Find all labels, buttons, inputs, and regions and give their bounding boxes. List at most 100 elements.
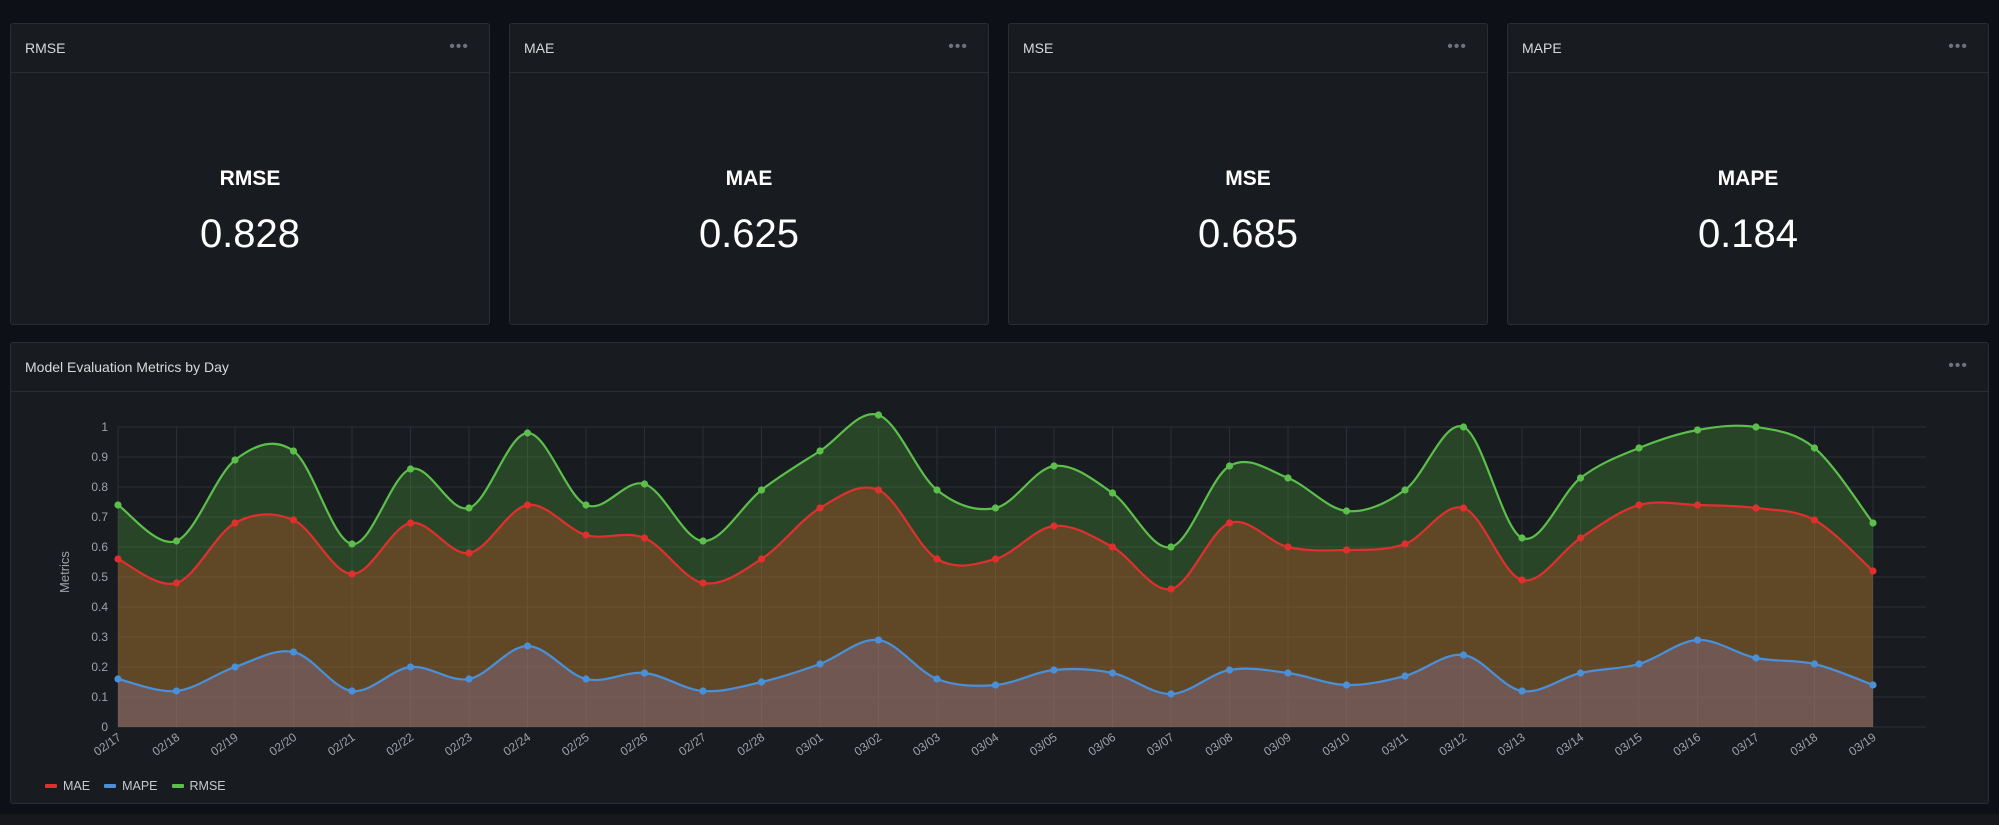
- y-tick-label: 0: [101, 720, 108, 734]
- y-tick-label: 0.4: [91, 600, 108, 614]
- legend-swatch: [171, 784, 184, 788]
- stat-panel-mae: MAE ••• MAE 0.625: [509, 23, 989, 325]
- data-point-mae: [1693, 501, 1702, 509]
- legend-item-mae[interactable]: MAE: [45, 779, 90, 793]
- data-point-rmse: [1810, 444, 1819, 452]
- x-tick-label: 03/01: [793, 730, 826, 759]
- data-point-mape: [991, 681, 1000, 689]
- data-point-rmse: [1693, 426, 1702, 434]
- data-point-rmse: [1050, 462, 1058, 470]
- x-tick-label: 02/17: [91, 730, 124, 759]
- legend-swatch: [45, 784, 57, 788]
- data-point-rmse: [1576, 474, 1585, 482]
- data-point-rmse: [816, 447, 824, 455]
- legend-label: RMSE: [189, 779, 226, 793]
- x-tick-label: 03/03: [910, 730, 943, 759]
- y-tick-label: 0.9: [91, 450, 108, 464]
- panel-menu-icon[interactable]: •••: [948, 38, 968, 55]
- data-point-mae: [582, 531, 590, 539]
- panel-menu-icon[interactable]: •••: [449, 38, 469, 55]
- data-point-mae: [874, 486, 883, 494]
- data-point-rmse: [1225, 462, 1234, 470]
- data-point-rmse: [348, 540, 356, 548]
- x-tick-label: 03/04: [969, 730, 1002, 759]
- data-point-mae: [1869, 567, 1877, 575]
- data-point-mae: [1284, 543, 1292, 551]
- x-tick-label: 03/07: [1144, 730, 1177, 759]
- data-point-rmse: [640, 480, 649, 488]
- data-point-mae: [465, 549, 473, 557]
- x-tick-label: 03/14: [1554, 730, 1587, 759]
- data-point-mape: [933, 675, 941, 683]
- y-tick-label: 0.5: [91, 570, 108, 584]
- stat-label: RMSE: [219, 167, 281, 190]
- x-tick-label: 03/06: [1086, 730, 1119, 759]
- legend-label: MAE: [63, 779, 91, 793]
- legend-item-mape[interactable]: MAPE: [104, 779, 158, 793]
- data-point-rmse: [406, 465, 415, 473]
- metrics-chart: 0 0.1 0.2 0.3 0.4 0.5 0.6 0.7 0.8 0.9 1 02/17 02/18 0…: [57, 411, 1926, 759]
- data-point-rmse: [523, 429, 532, 437]
- x-tick-label: 03/05: [1027, 730, 1060, 759]
- panel-title: MAE: [524, 40, 555, 56]
- data-point-mae: [289, 516, 298, 524]
- data-point-mae: [406, 519, 415, 527]
- data-point-mape: [1869, 681, 1877, 689]
- panel-header: RMSE •••: [11, 24, 489, 73]
- stat-label: MAPE: [1717, 167, 1779, 190]
- x-tick-label: 02/21: [325, 730, 358, 759]
- legend-swatch: [104, 784, 117, 788]
- legend-label: MAPE: [122, 779, 158, 793]
- data-point-mape: [1693, 636, 1702, 644]
- x-tick-label: 03/09: [1261, 730, 1294, 759]
- x-tick-label: 03/10: [1320, 730, 1353, 759]
- data-point-rmse: [114, 501, 122, 509]
- x-tick-label: 02/25: [559, 730, 592, 759]
- panel-menu-icon[interactable]: •••: [1447, 38, 1467, 55]
- data-point-mae: [1225, 519, 1234, 527]
- chart-title: Model Evaluation Metrics by Day: [25, 359, 229, 375]
- data-point-mape: [231, 663, 239, 671]
- stat-value: 0.625: [698, 212, 800, 256]
- data-point-rmse: [699, 537, 707, 545]
- data-point-rmse: [874, 411, 883, 419]
- data-point-rmse: [465, 504, 473, 512]
- data-point-mape: [523, 642, 532, 650]
- data-point-mape: [816, 660, 824, 668]
- stat-label: MAE: [725, 167, 773, 190]
- stat-panel-mse: MSE ••• MSE 0.685: [1008, 23, 1488, 325]
- stat-value: 0.685: [1197, 212, 1299, 256]
- data-point-mape: [640, 669, 649, 677]
- x-tick-label: 03/16: [1671, 730, 1704, 759]
- data-point-rmse: [1869, 519, 1877, 527]
- data-point-rmse: [1342, 507, 1351, 515]
- stat-value: 0.184: [1697, 212, 1799, 256]
- data-point-mape: [348, 687, 356, 695]
- stat-label: MSE: [1225, 167, 1271, 190]
- y-tick-label: 0.7: [91, 510, 108, 524]
- x-tick-label: 02/24: [501, 730, 534, 759]
- panel-menu-icon[interactable]: •••: [1948, 357, 1968, 374]
- data-point-mae: [933, 555, 941, 563]
- x-tick-label: 02/28: [735, 730, 768, 759]
- data-point-rmse: [289, 447, 298, 455]
- series-line-rmse: [117, 413, 1874, 549]
- x-tick-label: 03/15: [1612, 730, 1645, 759]
- data-point-rmse: [991, 504, 1000, 512]
- y-tick-label: 0.8: [91, 480, 108, 494]
- data-point-mape: [582, 675, 590, 683]
- data-point-rmse: [172, 537, 181, 545]
- data-point-mae: [699, 579, 707, 587]
- data-point-mape: [1576, 669, 1585, 677]
- data-point-mape: [114, 675, 122, 683]
- y-tick-label: 0.6: [91, 540, 108, 554]
- data-point-mae: [523, 501, 532, 509]
- data-point-mae: [231, 519, 239, 527]
- legend-item-rmse[interactable]: RMSE: [171, 779, 226, 793]
- panel-menu-icon[interactable]: •••: [1948, 38, 1968, 55]
- data-point-mae: [1635, 501, 1643, 509]
- panel-title: RMSE: [25, 40, 66, 56]
- data-point-mae: [172, 579, 181, 587]
- data-point-mae: [757, 555, 766, 563]
- x-tick-label: 02/19: [208, 730, 241, 759]
